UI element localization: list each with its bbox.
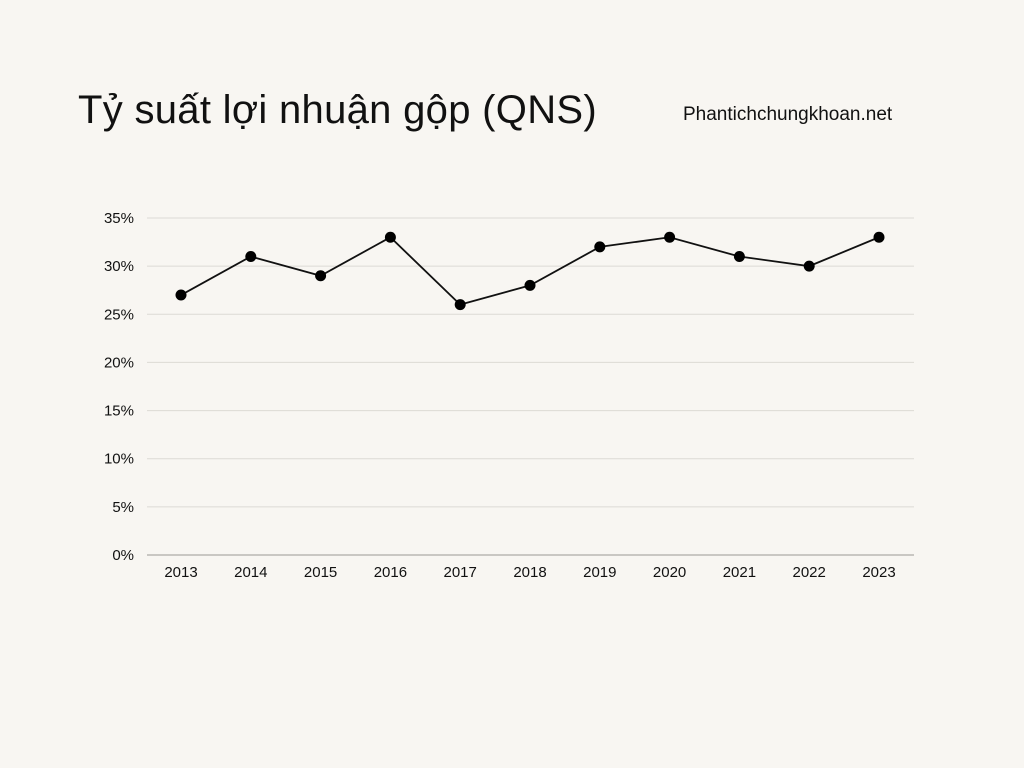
x-tick-label: 2020 — [653, 564, 686, 581]
series-group — [175, 231, 885, 311]
x-tick-label: 2013 — [164, 564, 197, 581]
y-tick-label: 10% — [104, 451, 134, 468]
x-tick-label: 2022 — [793, 564, 826, 581]
site-watermark: Phantichchungkhoan.net — [683, 104, 893, 125]
x-tick-label: 2021 — [723, 564, 756, 581]
x-tick-label: 2017 — [444, 564, 477, 581]
y-tick-label: 30% — [104, 258, 134, 275]
data-point — [524, 279, 536, 291]
x-tick-labels: 2013 2014 2015 2016 2017 2018 2019 2020 2021 2022… — [164, 564, 895, 581]
y-tick-label: 25% — [104, 306, 134, 323]
data-point — [594, 241, 606, 253]
x-tick-label: 2014 — [234, 564, 267, 581]
y-tick-label: 0% — [112, 547, 134, 564]
grid-lines — [147, 217, 914, 556]
x-tick-label: 2023 — [862, 564, 895, 581]
x-tick-label: 2018 — [513, 564, 546, 581]
data-point — [384, 231, 396, 243]
data-point — [664, 231, 676, 243]
data-point — [733, 251, 745, 263]
y-tick-label: 35% — [104, 210, 134, 227]
y-tick-label: 15% — [104, 403, 134, 420]
x-tick-label: 2016 — [374, 564, 407, 581]
data-point — [175, 289, 187, 301]
y-tick-labels: 0% 5% 10% 15% 20% 25% 30% 35% — [104, 210, 134, 564]
chart-title: Tỷ suất lợi nhuận gộp (QNS) — [78, 88, 597, 132]
data-point — [245, 251, 257, 263]
y-tick-label: 5% — [112, 499, 134, 516]
data-point — [454, 299, 466, 311]
x-tick-label: 2015 — [304, 564, 337, 581]
data-point — [315, 270, 327, 282]
series-line — [180, 236, 880, 306]
y-tick-label: 20% — [104, 354, 134, 371]
data-point — [873, 231, 885, 243]
data-point — [803, 260, 815, 272]
x-tick-label: 2019 — [583, 564, 616, 581]
